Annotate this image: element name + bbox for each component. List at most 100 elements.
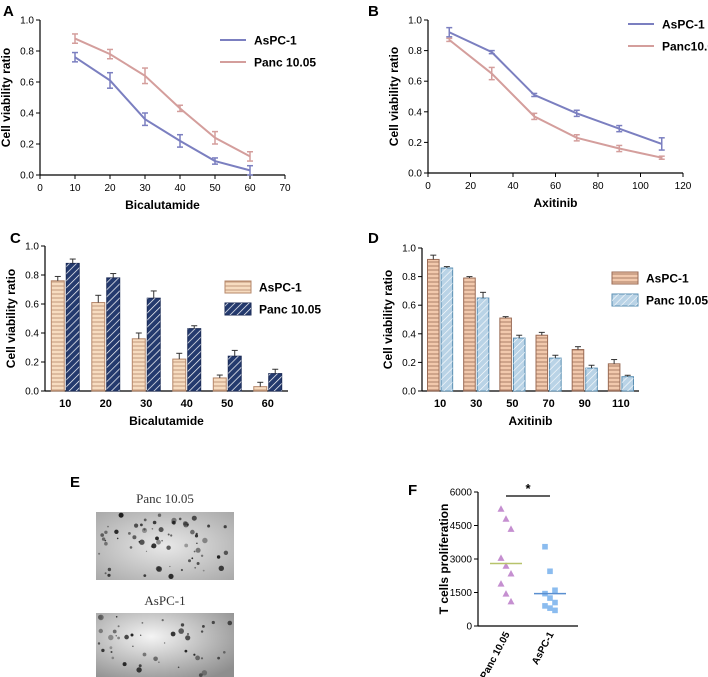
colony-dot bbox=[184, 543, 189, 548]
bar-hatch bbox=[585, 368, 598, 391]
colony-dot bbox=[161, 539, 163, 542]
colony-dot bbox=[207, 524, 211, 528]
colony-dot bbox=[177, 666, 180, 669]
colony-dot bbox=[143, 518, 147, 522]
panel-label-a: A bbox=[3, 3, 14, 20]
colony-dot bbox=[191, 557, 194, 560]
bar-hatch bbox=[499, 318, 512, 391]
colony-dot bbox=[150, 545, 154, 548]
colony-dot bbox=[170, 534, 173, 537]
legend-swatch-hatch bbox=[612, 272, 638, 284]
y-tick-label: 0.6 bbox=[402, 301, 416, 312]
colony-dot bbox=[216, 555, 221, 559]
bar-hatch bbox=[147, 298, 161, 391]
y-axis-label: T cells proliferation bbox=[437, 504, 451, 615]
colony-dot bbox=[184, 649, 188, 653]
colony-dot bbox=[166, 545, 171, 550]
colony-dot bbox=[107, 567, 112, 572]
y-axis-label: Cell viability ratio bbox=[387, 47, 401, 146]
colony-dot bbox=[117, 625, 120, 628]
colony-dot bbox=[223, 525, 227, 529]
legend-swatch-hatch bbox=[225, 281, 251, 293]
y-tick-label: 0.8 bbox=[408, 46, 422, 57]
y-tick-label: 3000 bbox=[450, 555, 473, 566]
x-tick-label: 50 bbox=[221, 398, 233, 410]
colony-dot bbox=[124, 634, 129, 640]
chart-c: 0.0 0.2 0.4 0.6 0.8 1.0 Cell viability ratio 10… bbox=[4, 242, 321, 429]
bar-hatch bbox=[621, 376, 634, 391]
y-tick-label: 0.2 bbox=[402, 358, 416, 369]
series-line bbox=[74, 56, 251, 172]
colony-dot bbox=[183, 521, 189, 528]
x-tick-label: 50 bbox=[506, 398, 518, 410]
y-tick-label: 0.0 bbox=[402, 387, 416, 398]
panel-label-d: D bbox=[368, 230, 379, 247]
legend-swatch-hatch bbox=[225, 303, 251, 315]
x-tick-label: 20 bbox=[104, 183, 116, 194]
x-tick-label: 120 bbox=[675, 181, 692, 192]
colony-dot bbox=[130, 633, 134, 637]
bar-hatch bbox=[536, 335, 548, 391]
cell-colonies-panc bbox=[98, 512, 229, 580]
x-tick-label: 70 bbox=[542, 398, 554, 410]
colony-dot bbox=[104, 572, 107, 575]
y-tick-label: 0.6 bbox=[25, 300, 39, 311]
x-tick-label: 10 bbox=[69, 183, 81, 194]
bar-hatch bbox=[106, 277, 120, 391]
colony-dot bbox=[140, 523, 143, 527]
colony-dot bbox=[200, 554, 204, 557]
colony-dot bbox=[196, 542, 198, 544]
colony-dot bbox=[172, 520, 176, 525]
colony-dot bbox=[155, 566, 161, 572]
chart-b: 0.0 0.2 0.4 0.6 0.8 1.0 Cell viability ratio 0 2… bbox=[387, 16, 708, 211]
colony-dot bbox=[200, 657, 204, 660]
y-tick-label: 0.6 bbox=[20, 78, 34, 89]
y-tick-label: 0.8 bbox=[20, 47, 34, 58]
x-tick-label: 110 bbox=[612, 398, 630, 410]
bar-hatch bbox=[441, 268, 453, 391]
y-tick-label: 0.8 bbox=[25, 271, 39, 282]
scatter-point bbox=[502, 562, 510, 569]
colony-dot bbox=[115, 635, 117, 637]
x-tick-label: 80 bbox=[592, 181, 604, 192]
x-axis-label: Axitinib bbox=[534, 196, 578, 210]
colony-dot bbox=[107, 525, 109, 528]
bar-hatch bbox=[608, 363, 620, 391]
colony-dot bbox=[202, 537, 208, 544]
y-tick-label: 0.8 bbox=[402, 272, 416, 283]
scatter-point bbox=[542, 603, 548, 609]
colony-dot bbox=[193, 653, 196, 656]
colony-dot bbox=[143, 574, 147, 577]
bar-hatch bbox=[187, 328, 201, 391]
colony-dot bbox=[114, 529, 119, 534]
colony-dot bbox=[127, 532, 131, 535]
bar-hatch bbox=[91, 302, 105, 391]
colony-dot bbox=[195, 655, 201, 661]
x-tick-label: 40 bbox=[174, 183, 186, 194]
colony-dot bbox=[185, 635, 191, 641]
colony-dot bbox=[108, 634, 114, 641]
colony-dot bbox=[180, 568, 183, 572]
panel-e: Panc 10.05 AsPC-1 bbox=[96, 491, 234, 677]
colony-dot bbox=[104, 541, 108, 546]
y-axis-label: Cell viability ratio bbox=[0, 48, 13, 147]
panel-label-f: F bbox=[408, 482, 417, 499]
bar-hatch bbox=[463, 278, 476, 391]
colony-dot bbox=[169, 565, 171, 568]
colony-dot bbox=[191, 515, 197, 521]
colony-dot bbox=[158, 661, 160, 663]
colony-dot bbox=[112, 629, 117, 634]
colony-dot bbox=[107, 573, 111, 577]
image-label-aspc: AsPC-1 bbox=[144, 593, 185, 608]
colony-dot bbox=[211, 620, 215, 625]
colony-dot bbox=[196, 562, 200, 565]
colony-dot bbox=[110, 651, 113, 653]
colony-dot bbox=[223, 550, 229, 555]
y-tick-label: 0.4 bbox=[20, 109, 34, 120]
colony-dot bbox=[190, 529, 195, 535]
colony-dot bbox=[194, 566, 197, 569]
scatter-point bbox=[547, 605, 553, 611]
colony-dot bbox=[140, 634, 142, 636]
colony-dot bbox=[145, 550, 148, 552]
legend-label: Panc 10.05 bbox=[254, 56, 316, 70]
